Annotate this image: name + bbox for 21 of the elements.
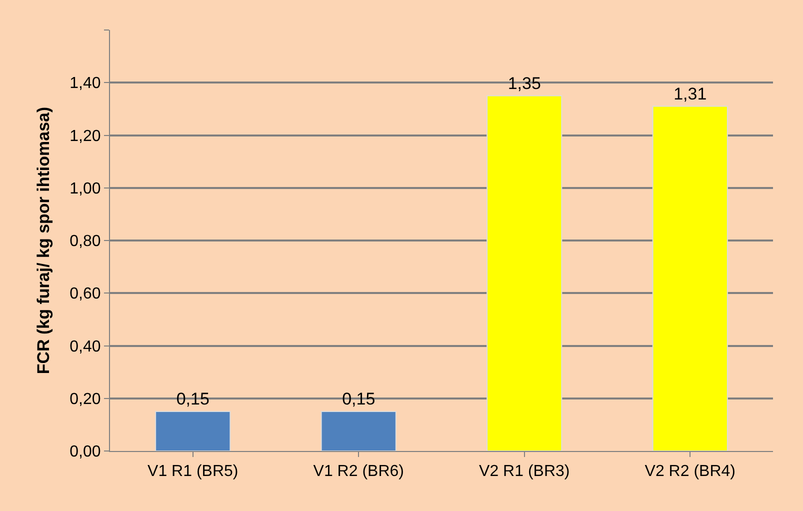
x-tick-label: V2 R1 (BR3) <box>479 463 570 480</box>
data-label: 1,31 <box>674 84 707 104</box>
y-tick-label: 0,60 <box>70 286 101 303</box>
x-tick-label: V1 R2 (BR6) <box>313 463 404 480</box>
data-label: 0,15 <box>176 390 210 409</box>
bar <box>320 411 396 451</box>
data-label: 0,15 <box>342 390 376 409</box>
y-tick-label: 1,00 <box>70 180 101 198</box>
y-tick-label: 0,00 <box>70 444 101 461</box>
y-tick-label: 0,80 <box>70 233 101 250</box>
x-tick-label: V1 R1 (BR5) <box>148 463 238 480</box>
bar <box>155 411 231 451</box>
data-label: 1,35 <box>508 74 541 93</box>
y-tick-label: 0,40 <box>70 338 101 356</box>
y-axis-title: FCR (kg furaj/ kg spor ihtiomasa) <box>34 106 54 374</box>
bar <box>652 106 728 451</box>
bar <box>486 95 562 451</box>
y-tick-label: 1,20 <box>70 128 101 145</box>
y-tick-label: 0,20 <box>70 390 101 408</box>
y-tick-label: 1,40 <box>70 75 101 92</box>
x-tick-label: V2 R2 (BR4) <box>644 463 736 480</box>
